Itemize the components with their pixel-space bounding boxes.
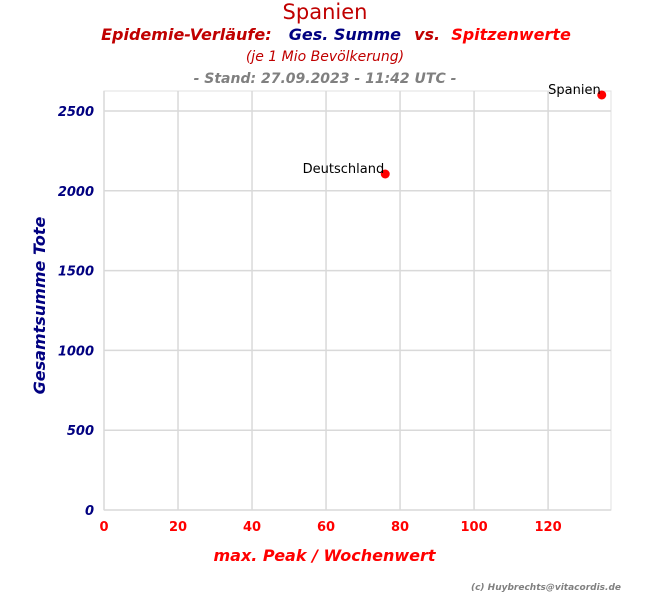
subtitle-part-2: Ges. Summe bbox=[289, 25, 401, 44]
y-tick-label: 1500 bbox=[58, 265, 94, 280]
x-axis-label: max. Peak / Wochenwert bbox=[213, 546, 436, 565]
y-tick-label: 500 bbox=[67, 424, 94, 439]
chart-subtitle: Epidemie-Verläufe: Ges. Summe vs. Spitze… bbox=[101, 25, 571, 44]
x-tick-label: 100 bbox=[461, 520, 488, 535]
y-tick-label: 0 bbox=[85, 504, 94, 519]
x-tick-label: 60 bbox=[317, 520, 335, 535]
x-tick-label: 0 bbox=[99, 520, 108, 535]
population-note: (je 1 Mio Bevölkerung) bbox=[246, 49, 404, 65]
x-tick-label: 80 bbox=[391, 520, 409, 535]
data-point bbox=[380, 169, 390, 179]
stand-timestamp: - Stand: 27.09.2023 - 11:42 UTC - bbox=[194, 71, 457, 87]
plot-frame bbox=[103, 90, 612, 511]
credit-text: (c) Huybrechts@vitacordis.de bbox=[471, 583, 621, 593]
x-tick-label: 120 bbox=[535, 520, 562, 535]
subtitle-part-3: vs. bbox=[414, 25, 440, 44]
subtitle-part-1: Epidemie-Verläufe: bbox=[101, 25, 272, 44]
y-axis-label: Gesamtsumme Tote bbox=[30, 217, 49, 395]
x-tick-label: 40 bbox=[243, 520, 261, 535]
x-tick-label: 20 bbox=[169, 520, 187, 535]
data-point-label: Deutschland bbox=[303, 162, 385, 177]
data-point-label: Spanien bbox=[548, 83, 601, 98]
plot-area: 0 500 1000 1500 2000 2500 0 20 40 60 80 100 120 Deuts… bbox=[58, 83, 612, 535]
y-tick-label: 2000 bbox=[58, 185, 94, 200]
y-tick-label: 1000 bbox=[58, 344, 94, 359]
data-point bbox=[597, 90, 607, 100]
y-tick-label: 2500 bbox=[58, 105, 94, 120]
chart-title: Spanien bbox=[283, 0, 368, 24]
subtitle-part-4: Spitzenwerte bbox=[451, 25, 571, 44]
